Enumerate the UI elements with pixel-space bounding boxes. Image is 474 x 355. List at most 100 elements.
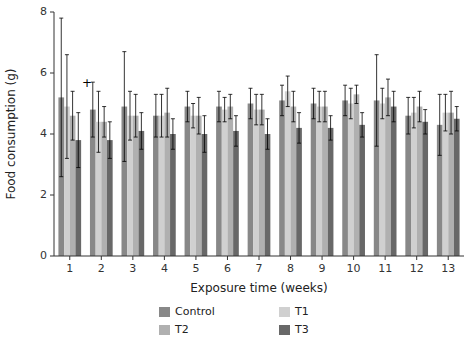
bar (354, 94, 360, 256)
error-bar (65, 55, 69, 159)
error-bar (266, 119, 270, 150)
error-bar (392, 91, 396, 122)
y-tick-label: 8 (40, 5, 47, 18)
legend: ControlT1T2T3 (159, 305, 309, 336)
bar (348, 104, 354, 257)
error-bar (317, 91, 321, 122)
error-bar (185, 91, 189, 122)
error-bar (260, 94, 264, 125)
bar (216, 107, 222, 256)
bar (443, 113, 449, 256)
error-bar (71, 91, 75, 140)
error-bar (349, 88, 353, 119)
error-bar (171, 119, 175, 150)
legend-swatch (159, 325, 170, 335)
error-bar (438, 94, 442, 155)
x-tick-label: 12 (410, 262, 424, 275)
error-bar (59, 18, 63, 177)
error-bar (380, 88, 384, 119)
y-tick-label: 4 (40, 127, 47, 140)
x-tick (385, 256, 386, 260)
y-tick (50, 134, 54, 135)
bar (316, 107, 322, 256)
legend-swatch (279, 325, 290, 335)
error-bar (312, 88, 316, 119)
bar (279, 100, 285, 256)
x-tick-label: 7 (256, 262, 263, 275)
legend-label: T2 (174, 323, 189, 336)
error-bar (297, 113, 301, 143)
error-bar (291, 91, 295, 122)
error-bar (128, 91, 132, 140)
bar (322, 107, 328, 256)
error-bar (217, 91, 221, 122)
x-tick-label: 4 (161, 262, 168, 275)
x-tick-label: 13 (441, 262, 455, 275)
x-tick-label: 8 (287, 262, 294, 275)
error-bar (323, 91, 327, 122)
error-bar (386, 79, 390, 116)
bar (222, 110, 228, 256)
bar (391, 107, 397, 256)
x-tick-label: 9 (319, 262, 326, 275)
error-bar (223, 97, 227, 121)
error-bar (228, 94, 232, 118)
error-bar (343, 85, 347, 116)
legend-label: T3 (294, 323, 309, 336)
marks (58, 18, 459, 256)
bar (170, 134, 176, 256)
bar (265, 134, 271, 256)
y-tick-label: 2 (40, 188, 47, 201)
y-tick (50, 73, 54, 74)
error-bar (234, 116, 238, 147)
y-tick (50, 195, 54, 196)
error-bar (154, 94, 158, 137)
error-bar (202, 116, 206, 153)
x-tick (101, 256, 102, 260)
error-bar (248, 88, 252, 119)
error-bar (76, 113, 80, 168)
x-tick (353, 256, 354, 260)
legend-label: T1 (294, 305, 309, 318)
error-bar (102, 107, 106, 138)
y-axis-label: Food consumption (g) (4, 68, 18, 199)
x-tick-label: 6 (224, 262, 231, 275)
bar (259, 110, 265, 256)
error-bar (91, 82, 95, 137)
error-bar (160, 94, 164, 137)
bar (417, 107, 423, 256)
x-tick (227, 256, 228, 260)
error-bar (191, 104, 195, 128)
x-tick-label: 10 (347, 262, 361, 275)
bar (291, 107, 297, 256)
error-bar (165, 88, 169, 137)
x-tick-label: 1 (66, 262, 73, 275)
legend-swatch (279, 307, 290, 317)
error-bar (423, 110, 427, 134)
x-tick (259, 256, 260, 260)
x-tick (164, 256, 165, 260)
bar (405, 116, 411, 256)
bar (342, 100, 348, 256)
bar (227, 107, 233, 256)
bar (233, 131, 239, 256)
error-bar (197, 97, 201, 134)
x-tick (69, 256, 70, 260)
x-tick (290, 256, 291, 260)
bar (248, 104, 254, 257)
bar (411, 113, 417, 256)
y-tick-label: 0 (40, 249, 47, 262)
chart: 0246812345678910111213Exposure time (wee… (0, 0, 474, 355)
bar (311, 104, 317, 257)
error-bar (139, 113, 143, 150)
bar (379, 104, 385, 257)
error-bar (418, 91, 422, 122)
x-axis-label: Exposure time (weeks) (190, 281, 327, 295)
annotation: + (82, 76, 92, 90)
bar (196, 116, 202, 256)
error-bar (443, 94, 447, 131)
error-bar (96, 91, 100, 152)
x-tick (322, 256, 323, 260)
y-tick (50, 256, 54, 257)
error-bar (360, 113, 364, 137)
